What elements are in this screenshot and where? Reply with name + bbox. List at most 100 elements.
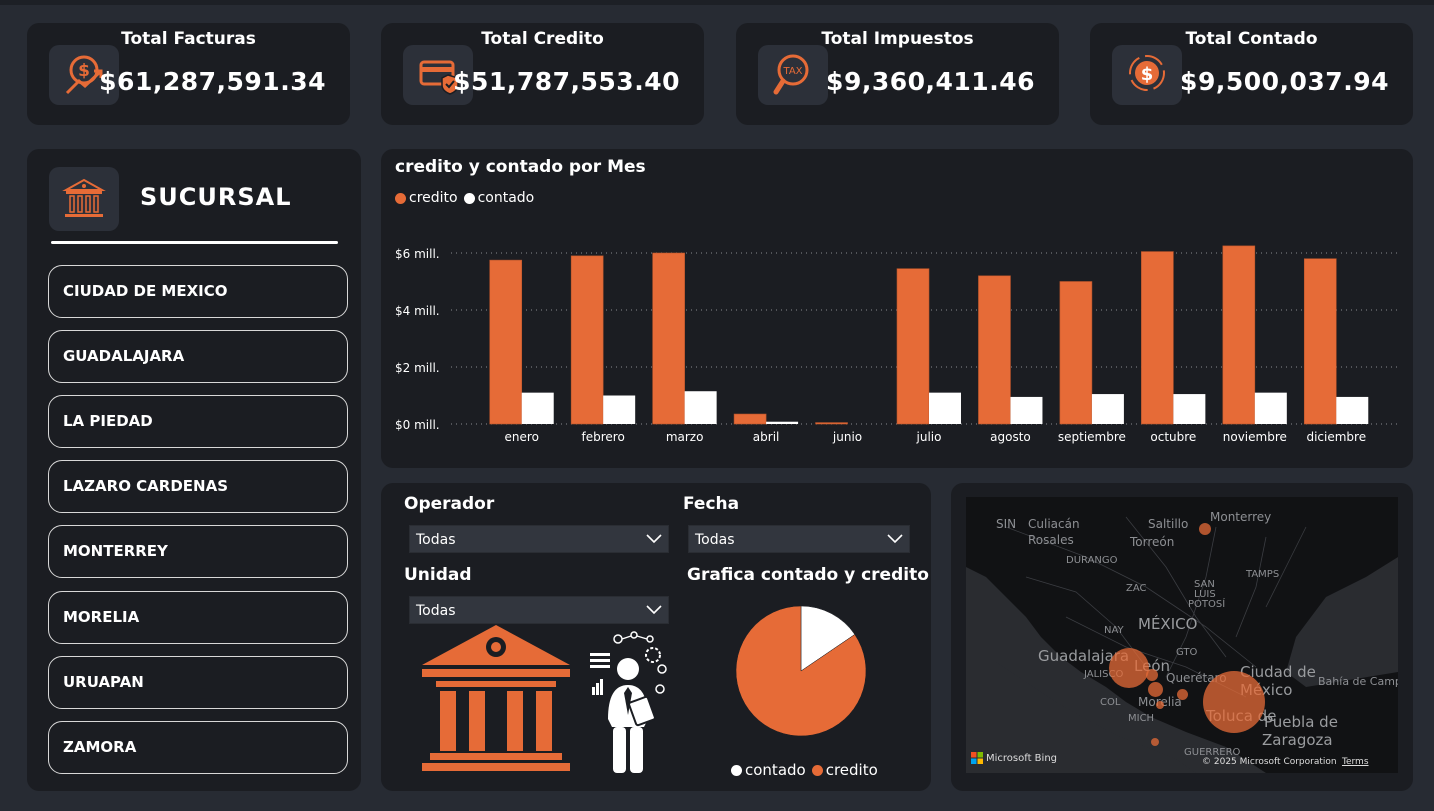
kpi-card-total-impuestos[interactable]: Total Impuestos TAX $9,360,411.46 — [736, 23, 1059, 125]
map-label: Ciudad de — [1240, 663, 1316, 681]
bank-icon — [49, 167, 119, 231]
kpi-value: $51,787,553.40 — [453, 67, 680, 96]
y-tick-label: $6 mill. — [395, 247, 440, 261]
bar-contado-marzo — [684, 391, 717, 424]
kpi-card-total-contado[interactable]: Total Contado $ $9,500,037.94 — [1090, 23, 1413, 125]
bar-credito-febrero — [570, 255, 604, 425]
sucursal-title: SUCURSAL — [140, 183, 292, 211]
bar-contado-octubre — [1173, 394, 1206, 424]
bar-contado-agosto — [1010, 396, 1043, 424]
map-bubble-monterrey[interactable] — [1199, 523, 1211, 535]
map-terms-link[interactable]: Terms — [1342, 757, 1369, 767]
sucursal-item-lazaro-cardenas[interactable]: LAZARO CARDENAS — [48, 460, 348, 513]
y-tick-label: $0 mill. — [395, 418, 440, 432]
sucursal-item-label: CIUDAD DE MEXICO — [63, 282, 228, 300]
chart-legend: credito contado — [395, 190, 534, 206]
bar-credito-abril — [733, 413, 767, 425]
map-label: GTO — [1176, 647, 1198, 658]
map-panel: SIN Culiacán Rosales Saltillo Torreón Mo… — [951, 483, 1413, 791]
legend-label-contado: contado — [477, 190, 535, 206]
map-label: Saltillo — [1148, 517, 1189, 531]
kpi-value: $9,500,037.94 — [1180, 67, 1389, 96]
sucursal-item-zamora[interactable]: ZAMORA — [48, 721, 348, 774]
sucursal-item-label: MONTERREY — [63, 542, 168, 560]
map-label: Puebla de — [1264, 713, 1338, 731]
map-label: Zaragoza — [1262, 731, 1333, 749]
bar-credito-enero — [489, 259, 523, 425]
y-tick-label: $4 mill. — [395, 304, 440, 318]
map-landmass — [966, 497, 1398, 773]
operador-label: Operador — [404, 494, 495, 514]
filters-panel: Operador Todas Fecha Todas Unidad Todas — [381, 483, 931, 791]
map[interactable]: SIN Culiacán Rosales Saltillo Torreón Mo… — [966, 497, 1398, 773]
pie-slice-credito — [735, 605, 867, 737]
sucursal-item-label: ZAMORA — [63, 738, 137, 756]
map-label: MÉXICO — [1138, 615, 1198, 633]
sucursal-item-uruapan[interactable]: URUAPAN — [48, 656, 348, 709]
map-label: DURANGO — [1066, 555, 1118, 566]
x-tick-label: agosto — [990, 430, 1031, 444]
bar-contado-noviembre — [1254, 392, 1287, 424]
kpi-value: $61,287,591.34 — [99, 67, 326, 96]
legend-dot-contado — [463, 192, 475, 204]
x-tick-label: febrero — [582, 430, 625, 444]
kpi-card-total-credito[interactable]: Total Credito $51,787,553.40 — [381, 23, 704, 125]
bank-building-illustration — [422, 625, 570, 771]
kpi-card-total-facturas[interactable]: Total Facturas $ $61,287,591.34 — [27, 23, 350, 125]
unidad-dropdown[interactable]: Todas — [409, 596, 669, 624]
map-bubble-ciudad-de-mexico[interactable] — [1203, 671, 1265, 733]
legend-label-credito: credito — [825, 761, 878, 779]
fecha-dropdown[interactable]: Todas — [688, 525, 910, 553]
sucursal-item-la-piedad[interactable]: LA PIEDAD — [48, 395, 348, 448]
legend-dot-credito — [811, 764, 823, 776]
map-label: JALISCO — [1084, 669, 1124, 680]
legend-label-contado: contado — [745, 761, 806, 779]
x-tick-label: julio — [916, 430, 942, 444]
sucursal-item-morelia[interactable]: MORELIA — [48, 591, 348, 644]
map-bubble-zamora[interactable] — [1148, 682, 1163, 697]
map-label: GUERRERO — [1184, 747, 1241, 758]
chevron-down-icon — [646, 534, 662, 544]
map-bubble-guadalajara[interactable] — [1109, 648, 1149, 688]
credit-card-shield-icon — [403, 45, 473, 105]
map-bubble-lazaro-cardenas[interactable] — [1151, 738, 1159, 746]
unidad-label: Unidad — [404, 565, 472, 585]
dollar-exchange-icon: $ — [1112, 45, 1182, 105]
map-bubble-la-piedad[interactable] — [1146, 669, 1158, 681]
sucursal-item-guadalajara[interactable]: GUADALAJARA — [48, 330, 348, 383]
map-copyright: © 2025 Microsoft Corporation — [1202, 757, 1337, 767]
sucursal-item-monterrey[interactable]: MONTERREY — [48, 525, 348, 578]
operador-value: Todas — [416, 532, 456, 548]
map-bubble-uruapan[interactable] — [1156, 701, 1164, 709]
fecha-value: Todas — [695, 532, 735, 548]
bar-contado-septiembre — [1091, 394, 1124, 424]
bar-contado-abril — [766, 421, 799, 424]
svg-text:TAX: TAX — [782, 66, 802, 77]
svg-text:$: $ — [1141, 64, 1154, 85]
top-bar — [0, 0, 1434, 5]
tax-magnifier-icon: TAX — [758, 45, 828, 105]
unidad-value: Todas — [416, 603, 456, 619]
fecha-label: Fecha — [683, 494, 740, 514]
sucursal-item-label: LAZARO CARDENAS — [63, 477, 229, 495]
bar-contado-febrero — [603, 395, 636, 424]
money-growth-icon: $ — [49, 45, 119, 105]
bing-brand: Microsoft Bing — [986, 752, 1058, 764]
map-bubble-morelia[interactable] — [1177, 689, 1188, 700]
x-tick-label: junio — [832, 430, 862, 444]
map-label: COL — [1100, 697, 1121, 708]
map-label: Bahía de Campe — [1318, 675, 1398, 688]
sucursal-item-label: GUADALAJARA — [63, 347, 185, 365]
bar-chart-panel: credito y contado por Mes credito contad… — [381, 149, 1413, 468]
bar-credito-agosto — [978, 275, 1011, 425]
kpi-title: Total Contado — [1185, 29, 1318, 49]
map-label: Rosales — [1028, 533, 1074, 547]
pie-chart[interactable] — [731, 601, 871, 741]
x-tick-label: abril — [753, 430, 780, 444]
bar-chart[interactable]: $0 mill. $2 mill. $4 mill. $6 mill. enero feb… — [381, 149, 1413, 468]
sucursal-item-label: URUAPAN — [63, 673, 144, 691]
svg-text:$: $ — [78, 61, 90, 81]
kpi-title: Total Credito — [481, 29, 604, 49]
operador-dropdown[interactable]: Todas — [409, 525, 669, 553]
sucursal-item-ciudad-de-mexico[interactable]: CIUDAD DE MEXICO — [48, 265, 348, 318]
